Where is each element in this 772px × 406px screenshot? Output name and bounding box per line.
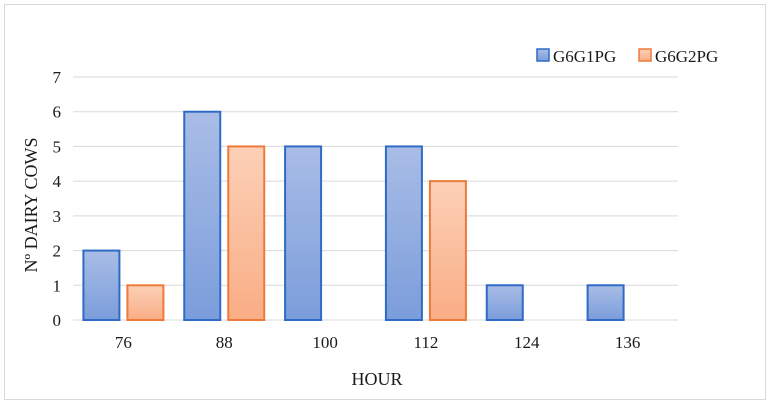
y-tick-label: 5 <box>53 137 62 156</box>
y-tick-label: 1 <box>53 276 62 295</box>
gridlines <box>73 76 678 321</box>
bar-G6G1PG-88 <box>183 110 222 322</box>
x-axis-ticks: 76 88 100 112 124 136 <box>115 333 640 352</box>
bar-G6G1PG-136 <box>586 284 625 321</box>
bar-G6G1PG-124 <box>485 284 524 321</box>
x-axis-title: HOUR <box>351 369 402 389</box>
legend-label: G6G2PG <box>655 47 718 66</box>
x-tick-label: 100 <box>312 333 338 352</box>
bars <box>82 110 625 322</box>
y-tick-label: 0 <box>53 311 62 330</box>
x-tick-label: 76 <box>115 333 132 352</box>
bar-G6G2PG-76 <box>126 284 165 321</box>
legend: G6G1PG G6G2PG <box>536 47 718 66</box>
y-tick-label: 3 <box>53 207 62 226</box>
bar-chart: 0 1 2 3 4 5 6 7 76 88 100 112 124 136 HOUR Nº DAIRY … <box>21 47 718 389</box>
y-tick-label: 6 <box>53 103 62 122</box>
x-tick-label: 124 <box>514 333 540 352</box>
bar-G6G2PG-112 <box>428 180 467 321</box>
x-tick-label: 88 <box>216 333 233 352</box>
bar-G6G2PG-88 <box>227 145 266 321</box>
y-tick-label: 2 <box>53 242 62 261</box>
bar-G6G1PG-76 <box>82 249 121 321</box>
legend-swatch-G6G2PG <box>638 48 652 62</box>
chart-frame: 0 1 2 3 4 5 6 7 76 88 100 112 124 136 HOUR Nº DAIRY … <box>4 4 766 400</box>
legend-swatch-G6G1PG <box>536 48 550 62</box>
bar-G6G1PG-100 <box>284 145 323 321</box>
y-axis-title: Nº DAIRY COWS <box>21 138 41 273</box>
legend-label: G6G1PG <box>553 47 616 66</box>
x-tick-label: 112 <box>413 333 438 352</box>
y-tick-label: 4 <box>53 172 62 191</box>
y-axis-ticks: 0 1 2 3 4 5 6 7 <box>53 68 62 330</box>
y-tick-label: 7 <box>53 68 62 87</box>
x-tick-label: 136 <box>615 333 641 352</box>
bar-G6G1PG-112 <box>384 145 423 321</box>
